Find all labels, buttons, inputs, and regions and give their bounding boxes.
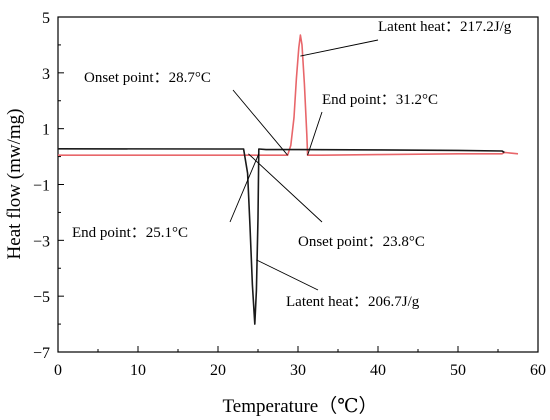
x-tick-label: 10	[130, 362, 146, 379]
annotation-leader	[300, 39, 379, 57]
annotation-label: End point：25.1°C	[72, 225, 188, 241]
annotation-leader	[232, 89, 288, 156]
x-tick-label: 20	[210, 362, 226, 379]
y-axis-title: Heat flow (mw/mg)	[4, 109, 25, 260]
x-axis-title: Temperature（℃）	[223, 395, 378, 417]
annotation-leader	[256, 259, 319, 291]
x-tick-label: 40	[370, 362, 386, 379]
series-line-heating	[58, 34, 519, 156]
annotation-leader	[248, 153, 323, 223]
x-tick-label: 60	[530, 362, 546, 379]
x-tick-label: 30	[290, 362, 306, 379]
axis-ticks: 0 10 20 30 40 50 60 −7 −5 −3 −1 1 3 5	[33, 10, 546, 379]
annotation-label: End point：31.2°C	[322, 92, 438, 108]
x-tick-label: 0	[54, 362, 62, 379]
y-tick-label: 1	[42, 122, 50, 139]
series-line-cooling	[57, 148, 505, 325]
y-tick-label: 5	[42, 10, 50, 27]
y-tick-label: −3	[33, 233, 50, 250]
x-tick-label: 50	[450, 362, 466, 379]
annotation-label: Onset point：28.7°C	[84, 70, 211, 86]
y-tick-label: 3	[42, 66, 50, 83]
annotation-leader	[307, 111, 323, 156]
y-tick-label: −5	[33, 289, 50, 306]
annotations: Latent heat：217.2J/g Onset point：28.7°C En…	[72, 19, 512, 310]
y-tick-label: −1	[33, 178, 50, 195]
y-tick-label: −7	[33, 345, 50, 362]
annotation-label: Latent heat：217.2J/g	[378, 19, 512, 35]
annotation-label: Onset point：23.8°C	[298, 234, 425, 250]
annotation-label: Latent heat：206.7J/g	[286, 294, 420, 310]
data-series	[57, 34, 519, 325]
annotation-leader	[229, 153, 260, 223]
